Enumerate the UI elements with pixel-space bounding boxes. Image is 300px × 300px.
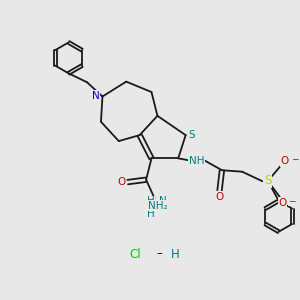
Text: S: S: [188, 130, 195, 140]
Text: N: N: [92, 91, 100, 101]
Text: −: −: [291, 154, 298, 163]
Text: O: O: [278, 198, 287, 208]
Text: H: H: [147, 208, 155, 219]
Text: H: H: [171, 248, 180, 260]
Text: N: N: [159, 196, 167, 206]
Text: O: O: [215, 192, 224, 202]
Text: H: H: [147, 196, 155, 206]
Text: S: S: [264, 174, 272, 187]
Text: NH₂: NH₂: [148, 201, 167, 211]
Text: –: –: [156, 248, 162, 260]
Text: NH: NH: [189, 156, 204, 166]
Text: O: O: [117, 177, 125, 187]
Text: O: O: [281, 156, 289, 166]
Text: −: −: [288, 196, 296, 205]
Text: Cl: Cl: [129, 248, 141, 260]
